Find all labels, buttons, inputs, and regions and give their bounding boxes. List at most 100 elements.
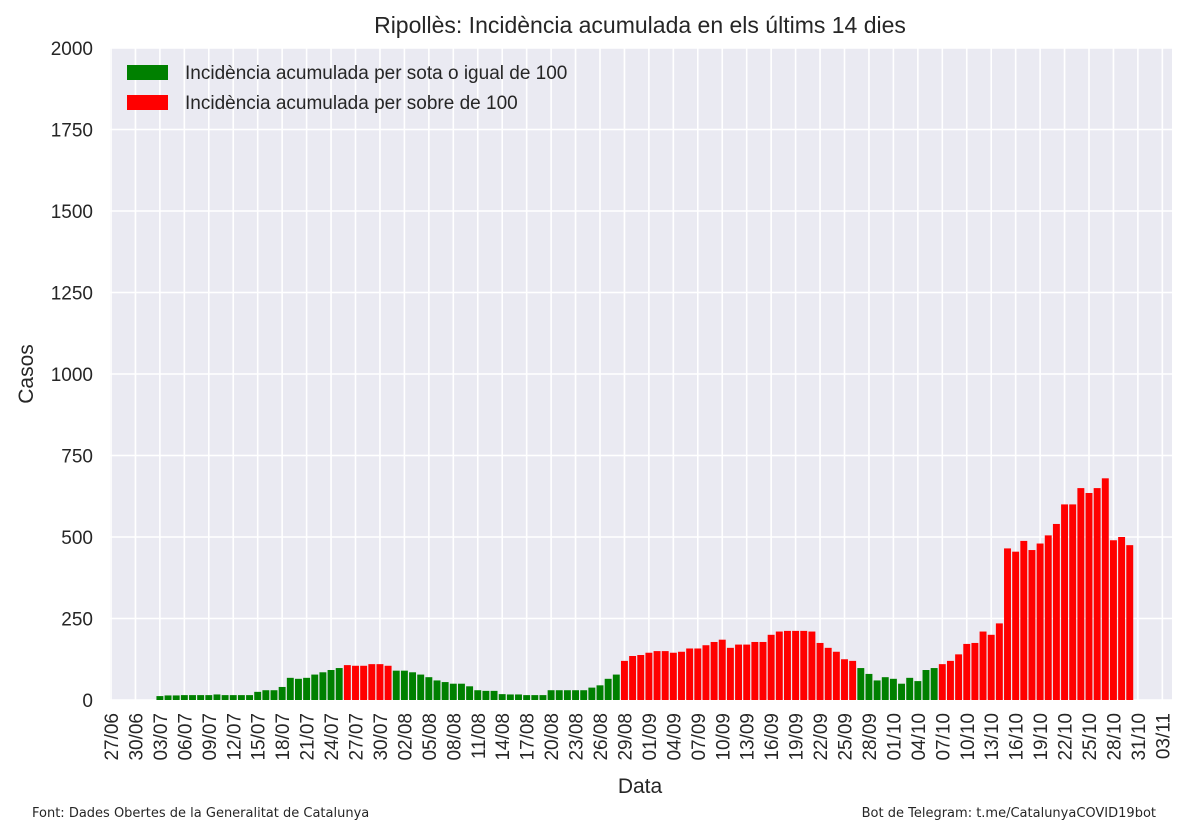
bar-below-threshold (262, 690, 270, 700)
bar-above-threshold (1101, 478, 1109, 700)
x-tick-label: 21/07 (298, 713, 319, 761)
legend-swatch-green (127, 65, 168, 80)
bar-below-threshold (303, 677, 311, 700)
x-tick-label: 19/10 (1031, 713, 1052, 761)
bar-below-threshold (311, 674, 319, 700)
bar-above-threshold (1020, 540, 1028, 700)
bar-below-threshold (906, 677, 914, 700)
x-tick-label: 27/06 (102, 713, 123, 761)
y-tick-label: 750 (61, 447, 93, 468)
x-tick-label: 13/09 (738, 713, 759, 761)
y-axis-label: Casos (15, 344, 38, 404)
bar-above-threshold (759, 641, 767, 700)
x-tick-label: 26/08 (591, 713, 612, 761)
x-tick-label: 15/07 (249, 713, 270, 761)
bar-below-threshold (531, 695, 539, 700)
bar-above-threshold (816, 642, 824, 700)
bar-below-threshold (392, 670, 400, 700)
bar-below-threshold (270, 690, 278, 700)
bar-below-threshold (515, 694, 522, 700)
bar-above-threshold (718, 639, 726, 700)
bar-below-threshold (523, 695, 531, 700)
bar-below-threshold (449, 683, 457, 700)
bar-above-threshold (678, 651, 685, 700)
bar-above-threshold (832, 651, 840, 700)
x-tick-label: 24/07 (322, 713, 343, 761)
bar-above-threshold (384, 665, 392, 700)
bar-above-threshold (849, 660, 857, 700)
y-axis-ticks: 0 250 500 750 1000 1250 1500 1750 2000 (51, 39, 93, 712)
bar-above-threshold (1069, 504, 1077, 700)
x-tick-label: 25/09 (836, 713, 857, 761)
bar-above-threshold (1004, 548, 1011, 700)
bar-below-threshold (229, 695, 237, 700)
y-tick-label: 2000 (51, 39, 93, 60)
bar-above-threshold (792, 630, 800, 700)
bar-below-threshold (498, 694, 506, 700)
bar-below-threshold (580, 690, 588, 700)
bar-below-threshold (547, 690, 555, 700)
bar-below-threshold (278, 686, 286, 700)
x-tick-label: 31/10 (1129, 713, 1150, 761)
bar-below-threshold (873, 680, 881, 700)
bar-above-threshold (1126, 545, 1134, 700)
bar-below-threshold (898, 683, 906, 700)
x-tick-label: 04/09 (664, 713, 685, 761)
bar-above-threshold (669, 652, 677, 700)
footer-bot: Bot de Telegram: t.me/CatalunyaCOVID19bo… (861, 806, 1156, 821)
x-tick-label: 19/09 (787, 713, 808, 761)
bar-below-threshold (474, 690, 482, 700)
bar-above-threshold (710, 641, 718, 700)
x-tick-label: 20/08 (542, 713, 563, 761)
x-tick-label: 28/09 (860, 713, 881, 761)
bar-above-threshold (620, 660, 628, 700)
x-tick-label: 06/07 (175, 713, 196, 761)
bar-above-threshold (824, 647, 832, 700)
x-tick-label: 29/08 (615, 713, 636, 761)
bar-below-threshold (294, 678, 302, 700)
bar-above-threshold (775, 631, 783, 700)
bar-below-threshold (572, 690, 580, 700)
x-tick-label: 17/08 (518, 713, 539, 761)
bar-above-threshold (376, 664, 384, 700)
legend-label-red: Incidència acumulada per sobre de 100 (185, 93, 518, 114)
bar-below-threshold (865, 673, 873, 700)
x-tick-label: 28/10 (1104, 713, 1125, 761)
bar-above-threshold (1052, 523, 1060, 700)
x-tick-label: 16/09 (762, 713, 783, 761)
bar-above-threshold (1036, 543, 1044, 700)
bar-above-threshold (1077, 488, 1085, 700)
bar-below-threshold (466, 686, 474, 700)
x-tick-label: 07/09 (689, 713, 710, 761)
bar-above-threshold (955, 654, 963, 700)
bar-above-threshold (1044, 535, 1052, 700)
bar-below-threshold (319, 672, 327, 700)
footer-source: Font: Dades Obertes de la Generalitat de… (32, 806, 370, 821)
bar-below-threshold (588, 687, 596, 700)
bar-above-threshold (702, 645, 710, 700)
bar-below-threshold (327, 670, 335, 700)
bar-below-threshold (156, 696, 164, 700)
x-tick-label: 03/11 (1153, 713, 1174, 759)
x-tick-label: 01/10 (884, 713, 905, 761)
bar-above-threshold (995, 623, 1003, 700)
bar-above-threshold (808, 631, 816, 700)
bar-below-threshold (197, 695, 205, 700)
bar-below-threshold (596, 685, 604, 700)
x-tick-label: 05/08 (420, 713, 441, 761)
bar-below-threshold (400, 670, 408, 700)
bar-above-threshold (735, 644, 743, 700)
x-tick-label: 22/10 (1056, 713, 1077, 761)
grid-lines (110, 47, 1172, 701)
y-tick-label: 1750 (51, 121, 93, 142)
x-tick-label: 01/09 (640, 713, 661, 761)
bar-below-threshold (482, 690, 490, 700)
bar-above-threshold (751, 641, 759, 700)
bar-above-threshold (743, 644, 751, 700)
bar-above-threshold (800, 630, 808, 700)
x-tick-label: 27/07 (347, 713, 368, 761)
x-tick-label: 10/09 (713, 713, 734, 761)
x-tick-label: 13/10 (982, 713, 1003, 761)
x-tick-label: 12/07 (224, 713, 245, 761)
bar-below-threshold (922, 670, 930, 700)
